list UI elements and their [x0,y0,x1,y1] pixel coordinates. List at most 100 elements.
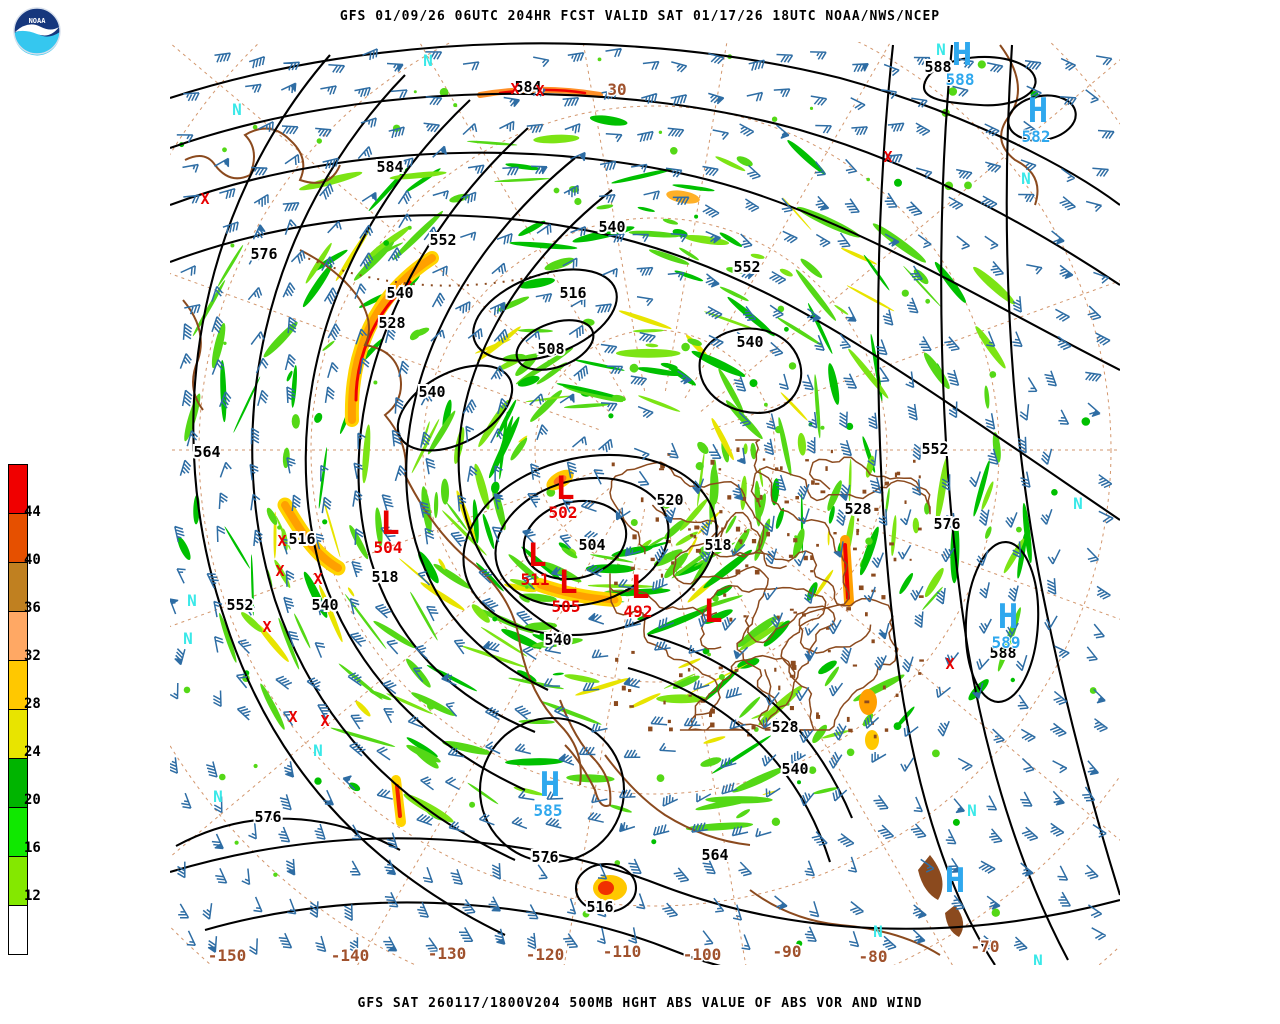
colorbar-segment [9,465,27,514]
height-contour-label: 540 [418,383,445,401]
colorbar-segment [9,759,27,808]
height-contour-label: 528 [844,500,871,518]
colorbar-segment [9,661,27,710]
high-center-value: 588 [946,70,975,89]
vort-max-x-marker: X [313,570,322,588]
noaa-gull-icon [15,24,59,36]
n-marker: N [313,741,323,760]
n-marker: N [967,801,977,820]
noaa-logo: NOAA [13,7,61,56]
vort-max-x-marker: X [535,82,544,100]
low-center-value: 505 [552,597,581,616]
vorticity-colorbar [8,464,28,955]
height-contour-label: 518 [371,568,398,586]
colorbar-tick-label: 16 [24,840,41,856]
vort-max-x-marker: X [883,148,892,166]
wind-barb-layer [170,47,1115,956]
low-center-marker: L [558,563,577,601]
n-marker: N [213,787,223,806]
height-contour-label: 576 [250,245,277,263]
height-contour-label: 576 [933,515,960,533]
n-marker: N [187,591,197,610]
colorbar-segment [9,514,27,563]
high-center-marker: H [540,765,560,805]
n-marker: N [936,40,946,59]
height-contour-label: 552 [733,258,760,276]
height-contour-label: 552 [429,231,456,249]
height-contour-label: 552 [226,596,253,614]
n-marker: N [232,100,242,119]
height-contour-label: 540 [781,760,808,778]
low-center-marker: L [703,592,722,630]
height-contour-label: 576 [254,808,281,826]
longitude-label: -80 [859,947,888,966]
low-center-marker: L [555,469,574,507]
high-center-marker: H [1028,91,1048,131]
low-center-value: 504 [374,538,403,557]
longitude-label: 30 [607,80,626,99]
low-center-marker: L [527,536,546,574]
high-center-value: 585 [534,801,563,820]
low-center-value: 502 [549,503,578,522]
n-marker: N [873,922,883,941]
height-contour-label: 540 [311,596,338,614]
vort-max-x-marker: X [277,532,286,550]
colorbar-tick-label: 32 [24,648,41,664]
low-center-marker: L [630,568,649,606]
vort-max-x-marker: X [200,190,209,208]
height-contour-label: 516 [559,284,586,302]
height-contour-label: 508 [537,340,564,358]
colorbar-tick-label: 24 [24,744,41,760]
n-marker: N [1073,494,1083,513]
longitude-label: -120 [526,945,565,964]
vort-max-x-marker: X [510,80,519,98]
colorbar-segment [9,808,27,857]
height-contour-label: 540 [544,631,571,649]
colorbar-segment [9,710,27,759]
height-contour-label: 504 [578,536,605,554]
colorbar-tick-label: 20 [24,792,41,808]
high-center-value: 582 [1022,127,1051,146]
low-center-value: 492 [624,602,653,621]
height-contour-label: 528 [771,718,798,736]
n-marker: N [1021,169,1031,188]
height-contour-label: 564 [701,846,728,864]
chart-title: GFS 01/09/26 06UTC 204HR FCST VALID SAT … [339,9,941,24]
colorbar-segment [9,563,27,612]
colorbar-segment [9,857,27,906]
n-marker: N [1033,951,1043,970]
chart-caption: GFS SAT 260117/1800V204 500MB HGHT ABS V… [357,996,923,1011]
height-contour-label: 564 [193,443,220,461]
n-marker: N [183,629,193,648]
noaa-logo-text: NOAA [29,17,47,25]
colorbar-tick-label: 36 [24,600,41,616]
height-contour-label: 584 [514,78,541,96]
high-center-marker: H [945,861,965,901]
height-contour-label: 576 [531,848,558,866]
height-contour-label: 516 [288,530,315,548]
colorbar-tick-label: 28 [24,696,41,712]
longitude-label: -90 [773,942,802,961]
colorbar-segment [9,612,27,661]
high-center-marker: H [952,34,972,74]
vort-max-x-marker: X [945,655,954,673]
height-contour-label: 520 [656,491,683,509]
height-contour-label: 540 [598,218,625,236]
height-contour-label: 528 [378,314,405,332]
height-contour-label: 516 [586,898,613,916]
n-marker: N [423,51,433,70]
colorbar-tick-label: 44 [24,504,41,520]
longitude-label: -100 [683,945,722,964]
height-contour-label: 588 [924,58,951,76]
longitude-label: -140 [331,946,370,965]
height-contour-label: 552 [921,440,948,458]
height-contour-label: 540 [386,284,413,302]
vort-max-x-marker: X [288,708,297,726]
colorbar-segment [9,906,27,954]
vort-max-x-marker: X [320,712,329,730]
longitude-label: -150 [208,946,247,965]
height-contour-label: 584 [376,158,403,176]
vort-max-x-marker: X [262,618,271,636]
